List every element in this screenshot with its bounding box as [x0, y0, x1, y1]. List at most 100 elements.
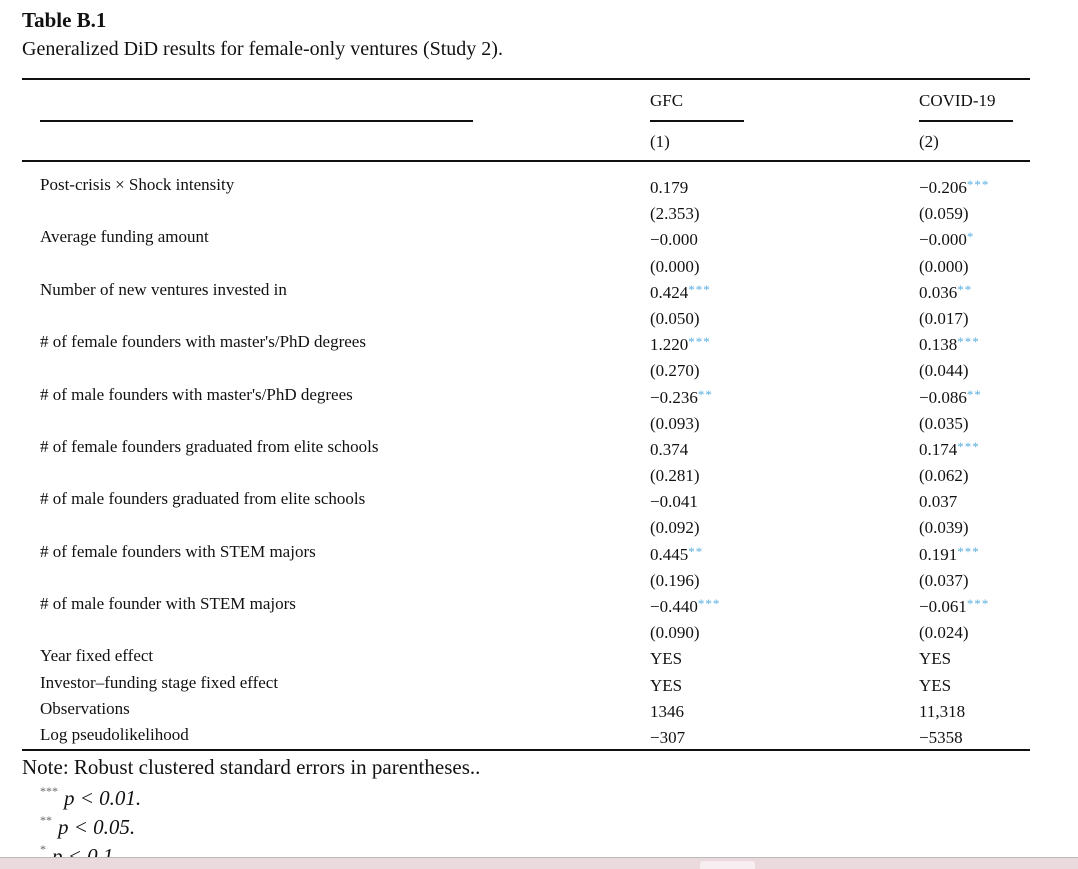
covid-cell: −0.086**	[919, 386, 982, 407]
gfc-cell: 0.374	[650, 439, 689, 459]
table-row: Log pseudolikelihood −307 −5358	[0, 722, 1078, 748]
gfc-cell: (0.090)	[650, 623, 700, 643]
significance-stars: **	[957, 281, 973, 297]
gfc-cell: −0.236**	[650, 386, 713, 407]
table-row: # of female founders with master's/PhD d…	[0, 329, 1078, 355]
significance-stars: ***	[957, 543, 980, 559]
significance-stars: ***	[688, 334, 711, 350]
gfc-cell: 1346	[650, 701, 684, 721]
table-title: Table B.1	[22, 8, 107, 32]
row-label: Year fixed effect	[40, 646, 154, 666]
top-rule	[22, 78, 1030, 80]
covid-cell: 0.037	[919, 492, 958, 512]
significance-stars: ***	[966, 177, 990, 192]
row-label: Log pseudolikelihood	[40, 724, 189, 744]
significance-stars: ***	[688, 281, 711, 297]
table-row: Observations 1346 11,318	[0, 696, 1078, 722]
covid-cell: (0.024)	[919, 623, 969, 643]
gfc-cell: YES	[650, 649, 683, 669]
covid-cell: (0.035)	[919, 413, 969, 433]
covid-cell: 0.174***	[919, 438, 980, 459]
covid-cell: −0.206***	[919, 177, 990, 197]
table-caption: Generalized DiD results for female-only …	[22, 38, 503, 60]
table-body: Post-crisis × Shock intensity 0.179 −0.2…	[0, 172, 1078, 748]
gfc-cell: 0.179	[650, 178, 689, 197]
row-label: # of male founders with master's/PhD deg…	[40, 384, 353, 404]
gfc-cell: (0.092)	[650, 518, 700, 538]
significance-stars: ***	[957, 334, 980, 350]
covid-cell: 0.138***	[919, 334, 980, 355]
row-label: # of female founders with STEM majors	[40, 541, 316, 561]
row-label: # of female founders with master's/PhD d…	[40, 332, 366, 352]
table-row: (0.000) (0.000)	[0, 251, 1078, 277]
gfc-cell: 0.424***	[650, 281, 711, 302]
covid-cell: (0.039)	[919, 518, 969, 538]
table-row: # of female founders with STEM majors 0.…	[0, 539, 1078, 565]
table-note: Note: Robust clustered standard errors i…	[22, 755, 481, 779]
col-header-covid: COVID-19	[919, 91, 996, 110]
row-label: Number of new ventures invested in	[40, 279, 287, 299]
table-row: Average funding amount −0.000 −0.000*	[0, 224, 1078, 250]
covid-cell: YES	[919, 649, 952, 669]
table-row: Investor–funding stage fixed effect YES …	[0, 670, 1078, 696]
row-label: # of male founders graduated from elite …	[40, 489, 366, 509]
significance-stars: **	[966, 386, 982, 402]
covid-cell: 11,318	[919, 701, 966, 721]
gfc-cell: 1.220***	[650, 334, 711, 355]
table-row: # of female founders graduated from elit…	[0, 434, 1078, 460]
header-left-rule	[40, 120, 473, 122]
table-row: Number of new ventures invested in 0.424…	[0, 277, 1078, 303]
covid-cell: (0.059)	[919, 204, 969, 224]
significance-stars: **	[688, 543, 704, 559]
row-label: Post-crisis × Shock intensity	[40, 175, 235, 194]
gfc-cell: (0.270)	[650, 361, 700, 381]
gfc-cell: (2.353)	[650, 204, 700, 224]
table-row: (0.090) (0.024)	[0, 617, 1078, 643]
significance-stars: *	[966, 229, 975, 245]
covid-cell: (0.017)	[919, 308, 969, 328]
bottom-tab[interactable]	[700, 861, 755, 869]
row-label: Observations	[40, 698, 130, 718]
row-label: # of male founder with STEM majors	[40, 594, 296, 613]
gfc-underline	[650, 120, 744, 122]
significance-stars: ***	[966, 596, 990, 611]
gfc-cell: −0.000	[650, 230, 698, 250]
covid-cell: −5358	[919, 727, 963, 747]
row-label: Investor–funding stage fixed effect	[40, 672, 279, 692]
covid-cell: −0.061***	[919, 596, 990, 616]
covid-cell: (0.044)	[919, 361, 969, 381]
gfc-cell: 0.445**	[650, 543, 704, 564]
table-row: # of male founder with STEM majors −0.44…	[0, 591, 1078, 617]
col-number-1: (1)	[650, 132, 670, 151]
header-rule	[22, 160, 1030, 162]
gfc-cell: −0.440***	[650, 596, 721, 616]
covid-cell: 0.036**	[919, 281, 973, 302]
covid-cell: 0.191***	[919, 543, 980, 564]
significance-stars: ***	[697, 596, 721, 611]
table-row: (0.092) (0.039)	[0, 512, 1078, 538]
table-row: (0.270) (0.044)	[0, 355, 1078, 381]
covid-cell: (0.037)	[919, 570, 969, 590]
table-row: (2.353) (0.059)	[0, 198, 1078, 224]
window-bottom-bar	[0, 857, 1078, 869]
bottom-rule	[22, 749, 1030, 751]
covid-cell: (0.062)	[919, 466, 969, 486]
covid-cell: −0.000*	[919, 229, 975, 250]
covid-underline	[919, 120, 1013, 122]
gfc-cell: (0.196)	[650, 570, 700, 590]
table-row: Post-crisis × Shock intensity 0.179 −0.2…	[0, 172, 1078, 198]
gfc-cell: (0.281)	[650, 466, 700, 486]
table-row: # of male founders graduated from elite …	[0, 486, 1078, 512]
gfc-cell: YES	[650, 675, 683, 695]
col-header-gfc: GFC	[650, 91, 684, 110]
table-row: # of male founders with master's/PhD deg…	[0, 382, 1078, 408]
table-row: (0.281) (0.062)	[0, 460, 1078, 486]
sig-note-1: *** p < 0.01.	[40, 784, 142, 810]
gfc-cell: (0.050)	[650, 308, 700, 328]
table-row: (0.050) (0.017)	[0, 303, 1078, 329]
significance-stars: ***	[957, 438, 980, 454]
gfc-cell: (0.000)	[650, 256, 700, 276]
gfc-cell: −307	[650, 727, 686, 747]
covid-cell: YES	[919, 675, 952, 695]
table-row: Year fixed effect YES YES	[0, 643, 1078, 669]
